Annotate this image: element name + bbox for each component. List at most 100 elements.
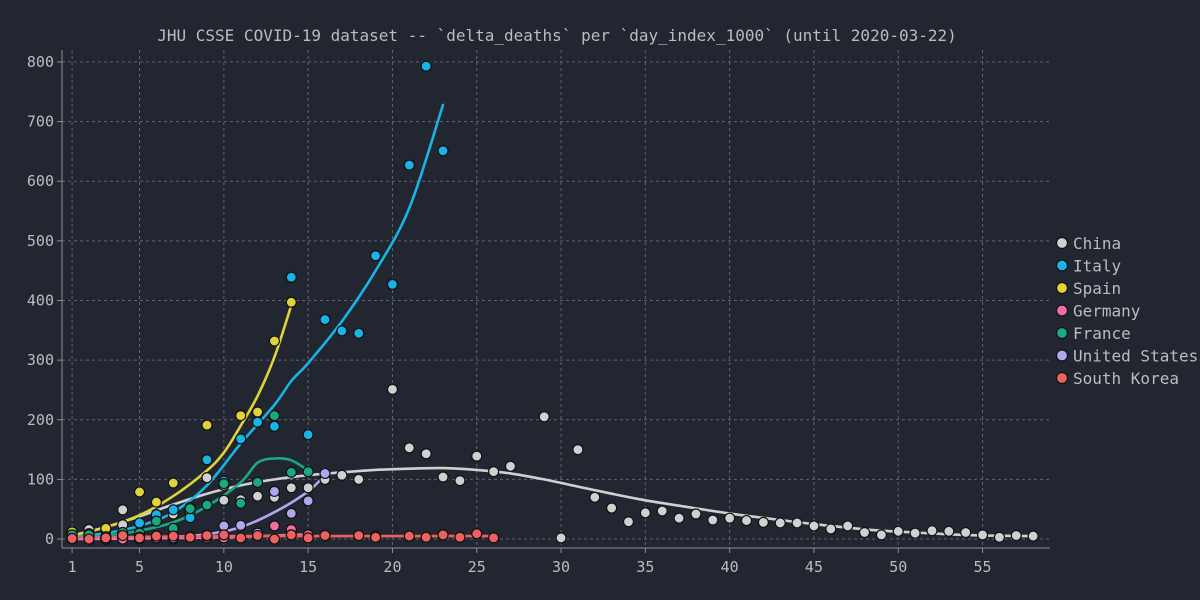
x-tick-label: 20 bbox=[383, 558, 401, 576]
data-point-italy bbox=[268, 420, 281, 432]
gridlines bbox=[62, 50, 1050, 548]
data-point-china bbox=[690, 508, 702, 520]
data-point-france bbox=[268, 409, 281, 422]
y-tick-label: 100 bbox=[27, 470, 54, 488]
data-point-china bbox=[976, 529, 989, 541]
data-point-south-korea bbox=[285, 529, 297, 541]
data-point-south-korea bbox=[353, 529, 365, 542]
data-point-france bbox=[184, 503, 196, 515]
data-point-china bbox=[1027, 530, 1039, 542]
x-tick-label: 15 bbox=[299, 558, 317, 576]
data-point-france bbox=[218, 477, 230, 490]
data-point-china bbox=[993, 531, 1006, 543]
data-point-china bbox=[875, 529, 887, 541]
data-point-south-korea bbox=[488, 532, 500, 544]
data-point-china bbox=[909, 527, 921, 539]
legend-label-germany: Germany bbox=[1073, 302, 1141, 321]
legend-label-italy: Italy bbox=[1073, 257, 1122, 276]
data-point-italy bbox=[403, 159, 415, 171]
data-point-china bbox=[724, 512, 736, 524]
data-point-south-korea bbox=[251, 529, 264, 542]
data-point-china bbox=[842, 520, 854, 532]
data-point-france bbox=[201, 499, 213, 511]
data-point-south-korea bbox=[268, 533, 281, 545]
data-point-china bbox=[386, 383, 399, 395]
data-point-italy bbox=[167, 504, 179, 516]
data-point-south-korea bbox=[167, 530, 179, 542]
legend-marker-france bbox=[1055, 326, 1069, 340]
legend-label-south-korea: South Korea bbox=[1073, 369, 1179, 388]
data-point-italy bbox=[336, 325, 348, 337]
legend-label-united-states: United States bbox=[1073, 347, 1198, 366]
data-point-france bbox=[302, 466, 314, 478]
x-tick-label: 45 bbox=[805, 558, 823, 576]
data-point-italy bbox=[369, 250, 382, 262]
data-point-south-korea bbox=[454, 531, 466, 543]
data-point-china bbox=[403, 442, 415, 454]
data-point-united-states bbox=[268, 485, 281, 497]
data-point-china bbox=[488, 466, 500, 478]
data-point-south-korea bbox=[100, 532, 112, 544]
data-point-italy bbox=[235, 433, 247, 445]
data-point-china bbox=[960, 526, 972, 539]
data-point-south-korea bbox=[403, 530, 415, 542]
data-point-china bbox=[926, 525, 938, 537]
data-point-italy bbox=[353, 327, 365, 339]
x-tick-label: 1 bbox=[68, 558, 77, 576]
data-point-spain bbox=[133, 486, 146, 498]
data-point-china bbox=[285, 482, 297, 494]
legend-marker-china bbox=[1055, 236, 1069, 250]
data-point-china bbox=[454, 475, 466, 487]
legend-marker-spain bbox=[1055, 281, 1069, 295]
data-point-china bbox=[740, 514, 753, 527]
data-point-south-korea bbox=[218, 529, 230, 541]
data-point-south-korea bbox=[302, 532, 314, 544]
legend-marker-united-states bbox=[1055, 349, 1069, 362]
data-point-china bbox=[302, 482, 314, 494]
data-point-china bbox=[656, 505, 668, 517]
data-point-italy bbox=[437, 145, 449, 157]
data-point-spain bbox=[150, 496, 163, 508]
data-point-south-korea bbox=[437, 529, 449, 541]
data-point-china bbox=[117, 504, 129, 516]
data-point-china bbox=[336, 469, 348, 481]
x-tick-label: 30 bbox=[552, 558, 570, 576]
data-point-south-korea bbox=[66, 532, 78, 545]
data-point-south-korea bbox=[117, 529, 129, 542]
data-point-china bbox=[791, 517, 803, 529]
x-tick-label: 25 bbox=[468, 558, 486, 576]
data-point-china bbox=[420, 448, 432, 460]
data-point-china bbox=[757, 516, 769, 528]
trend-line-china bbox=[70, 466, 1035, 538]
data-point-china bbox=[858, 526, 871, 539]
x-tick-label: 40 bbox=[721, 558, 739, 576]
data-point-france bbox=[285, 466, 297, 478]
data-point-china bbox=[504, 460, 517, 472]
data-point-china bbox=[572, 443, 584, 456]
data-point-spain bbox=[167, 477, 179, 489]
data-point-france bbox=[235, 497, 247, 509]
data-points bbox=[66, 60, 1039, 545]
data-point-china bbox=[1010, 529, 1022, 542]
data-point-south-korea bbox=[150, 530, 163, 542]
data-point-china bbox=[538, 411, 550, 423]
data-point-china bbox=[218, 494, 230, 506]
y-tick-label: 500 bbox=[27, 232, 54, 250]
y-tick-label: 400 bbox=[27, 291, 54, 309]
data-point-china bbox=[437, 471, 449, 483]
data-point-spain bbox=[268, 335, 281, 347]
data-point-china bbox=[471, 450, 483, 462]
y-tick-label: 200 bbox=[27, 411, 54, 429]
legend-label-france: France bbox=[1073, 324, 1131, 343]
x-tick-label: 10 bbox=[215, 558, 233, 576]
data-point-spain bbox=[285, 296, 297, 308]
data-point-china bbox=[673, 512, 685, 524]
data-point-south-korea bbox=[235, 532, 247, 544]
data-point-united-states bbox=[285, 507, 297, 520]
data-point-china bbox=[353, 473, 365, 486]
trend-line-italy bbox=[70, 103, 445, 539]
x-tick-label: 50 bbox=[889, 558, 907, 576]
data-point-south-korea bbox=[83, 533, 95, 545]
data-point-italy bbox=[302, 429, 314, 441]
